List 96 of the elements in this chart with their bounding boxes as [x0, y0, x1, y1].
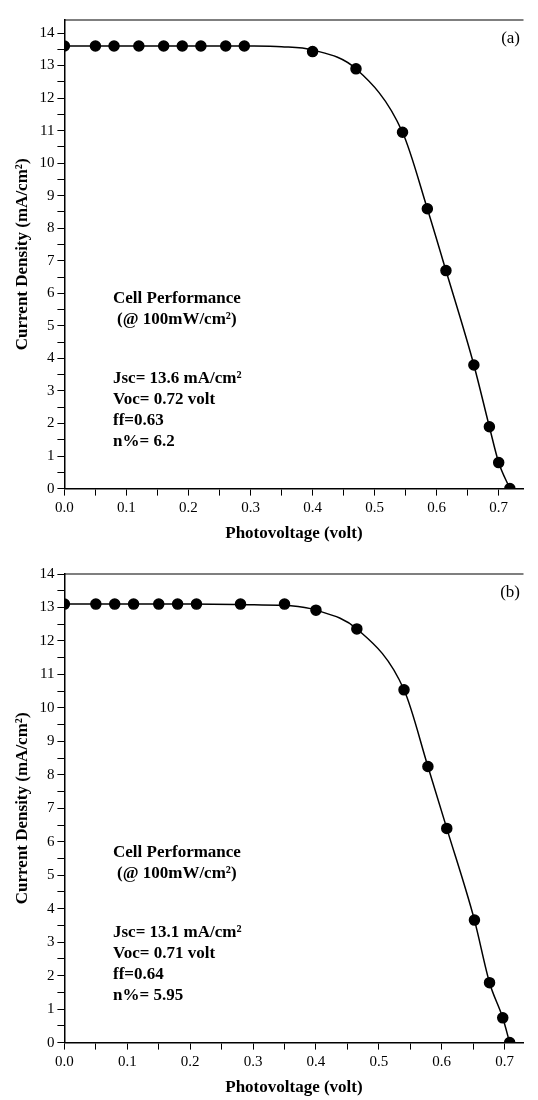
point: [468, 914, 481, 926]
y-tick-label: 1: [46, 1000, 55, 1017]
y-tick-label: 5: [46, 866, 55, 883]
point: [195, 40, 207, 52]
annotation: n%= 6.2: [113, 431, 175, 451]
annotation: ff=0.64: [113, 964, 164, 984]
y-tick-label: 13: [39, 598, 55, 615]
y-tick-label: 0: [46, 479, 55, 496]
y-tick-label: 11: [39, 665, 55, 682]
point: [89, 40, 102, 52]
point: [483, 421, 496, 433]
annotation: Voc= 0.71 volt: [113, 943, 216, 963]
y-tick-label: 9: [46, 732, 55, 749]
point: [310, 604, 322, 616]
x-tick-label: 0.5: [365, 498, 384, 515]
x-tick-label: 0.7: [495, 1052, 515, 1069]
point: [238, 40, 251, 52]
y-tick-label: 14: [39, 564, 55, 581]
point: [492, 456, 505, 469]
y-tick-label: 5: [46, 316, 55, 333]
annotation: Jsc= 13.1 mA/cm²: [113, 922, 242, 942]
point: [398, 684, 410, 696]
y-tick-label: 3: [46, 381, 55, 398]
x-tick-label: 0.0: [55, 498, 74, 515]
point: [171, 598, 184, 610]
point: [422, 760, 434, 773]
point: [108, 598, 121, 610]
y-tick-label: 9: [46, 186, 55, 203]
point: [152, 598, 165, 610]
x-tick-label: 0.4: [306, 1052, 326, 1069]
point: [219, 40, 232, 52]
point: [234, 598, 247, 610]
point: [127, 598, 140, 610]
x-tick-label: 0.1: [117, 498, 136, 515]
point: [350, 63, 362, 75]
y-tick-label: 6: [46, 284, 55, 301]
y-tick-label: 3: [46, 933, 55, 950]
y-tick-label: 0: [46, 1033, 55, 1050]
x-axis-title: Photovoltage (volt): [225, 1077, 363, 1097]
x-tick-label: 0.0: [55, 1052, 74, 1069]
point: [351, 623, 363, 635]
point: [441, 822, 453, 835]
y-tick-label: 10: [39, 698, 55, 715]
point: [190, 598, 203, 610]
y-tick-label: 6: [46, 832, 55, 849]
y-tick-label: 12: [39, 89, 55, 106]
point: [306, 45, 319, 58]
x-tick-label: 0.4: [303, 498, 323, 515]
y-tick-label: 8: [46, 765, 55, 782]
y-tick-label: 12: [39, 631, 55, 648]
point: [497, 1012, 509, 1024]
annotation: Voc= 0.72 volt: [113, 389, 216, 409]
y-tick-label: 13: [39, 56, 55, 73]
x-tick-label: 0.3: [241, 498, 260, 515]
point: [396, 126, 409, 139]
y-tick-label: 4: [46, 899, 55, 916]
x-tick-label: 0.3: [243, 1052, 263, 1069]
point: [157, 40, 170, 52]
y-tick-label: 11: [39, 121, 55, 138]
x-tick-label: 0.7: [489, 498, 509, 515]
x-axis-title: Photovoltage (volt): [225, 523, 363, 543]
x-tick-label: 0.6: [427, 498, 447, 515]
y-axis-title: Current Density (mA/cm²): [11, 158, 31, 351]
point: [468, 359, 480, 371]
point: [421, 202, 434, 215]
annotation: (b): [500, 582, 520, 602]
y-axis-title: Current Density (mA/cm²): [11, 712, 31, 905]
point: [278, 598, 291, 610]
y-tick-label: 4: [46, 349, 55, 366]
annotation: (a): [501, 28, 520, 48]
annotation: ff=0.63: [113, 410, 164, 430]
y-tick-label: 10: [39, 154, 55, 171]
annotation: Jsc= 13.6 mA/cm²: [113, 368, 242, 388]
point: [440, 264, 452, 277]
annotation: (@ 100mW/cm²): [116, 863, 237, 883]
x-tick-label: 0.2: [180, 1052, 200, 1069]
x-tick-label: 0.6: [432, 1052, 452, 1069]
y-tick-label: 2: [46, 414, 55, 431]
x-tick-label: 0.5: [369, 1052, 389, 1069]
annotation: Cell Performance: [113, 288, 241, 308]
y-tick-label: 8: [46, 219, 55, 236]
point: [90, 598, 102, 610]
point: [176, 40, 189, 52]
point: [108, 40, 120, 52]
y-tick-label: 7: [46, 799, 55, 816]
y-tick-label: 7: [46, 251, 55, 268]
x-tick-label: 0.2: [179, 498, 198, 515]
y-tick-label: 1: [46, 447, 55, 463]
annotation: n%= 5.95: [113, 985, 184, 1005]
point: [133, 40, 145, 52]
point: [483, 976, 496, 989]
y-tick-label: 14: [39, 23, 55, 40]
annotation: (@ 100mW/cm²): [116, 309, 237, 329]
annotation: Cell Performance: [113, 842, 241, 862]
y-tick-label: 2: [46, 966, 55, 983]
x-tick-label: 0.1: [117, 1052, 137, 1069]
